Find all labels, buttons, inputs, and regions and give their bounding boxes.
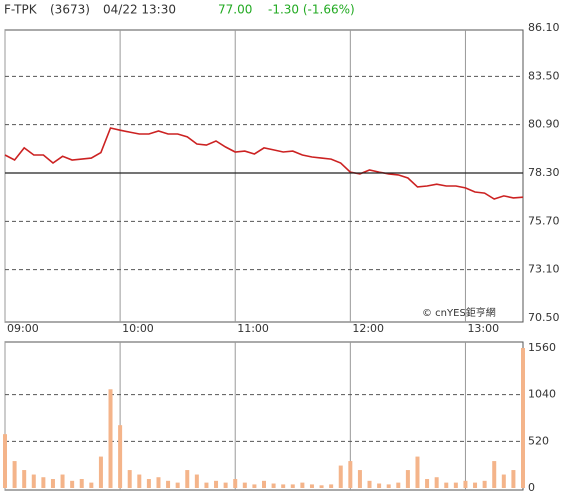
volume-bar <box>22 470 27 488</box>
volume-bar <box>463 480 468 488</box>
volume-bar <box>511 470 516 488</box>
volume-bar <box>31 474 36 488</box>
y-tick-label: 1040 <box>528 388 556 401</box>
volume-bar <box>492 461 497 488</box>
volume-bar <box>425 479 430 488</box>
volume-bar <box>3 434 7 488</box>
volume-bar <box>521 348 525 488</box>
volume-bar <box>98 456 103 488</box>
volume-bar <box>281 484 286 488</box>
volume-bar <box>501 474 506 488</box>
volume-bar <box>309 484 314 488</box>
datetime: 04/22 13:30 <box>103 3 176 17</box>
volume-bar <box>271 483 276 488</box>
change: -1.30 (-1.66%) <box>268 3 355 17</box>
volume-bar <box>233 479 238 488</box>
y-tick-label: 83.50 <box>528 69 560 82</box>
volume-bar <box>127 470 132 488</box>
x-tick-label: 11:00 <box>237 322 269 335</box>
plot-frame <box>4 29 524 323</box>
watermark: © cnYES鉅亨網 <box>422 306 496 319</box>
volume-bar <box>12 461 17 488</box>
y-tick-label: 520 <box>528 434 549 447</box>
y-tick-label: 73.10 <box>528 263 560 276</box>
y-tick-label: 78.30 <box>528 166 560 179</box>
x-tick-label: 09:00 <box>7 322 39 335</box>
volume-bar <box>415 456 420 488</box>
volume-bar <box>377 483 382 488</box>
volume-bar <box>482 480 487 488</box>
volume-bar <box>146 479 151 488</box>
volume-bar <box>319 485 324 488</box>
volume-bar <box>396 482 401 488</box>
y-tick-label: 75.70 <box>528 214 560 227</box>
volume-bar <box>473 482 478 488</box>
volume-bar <box>50 479 55 488</box>
volume-bar <box>118 425 123 488</box>
price: 77.00 <box>218 3 252 17</box>
x-tick-label: 13:00 <box>467 322 499 335</box>
volume-bar <box>194 474 199 488</box>
volume-bar <box>156 477 161 488</box>
plot-frame <box>4 341 524 491</box>
code: (3673) <box>50 3 90 17</box>
volume-bar <box>137 474 142 488</box>
volume-bar <box>367 480 372 488</box>
y-tick-label: 86.10 <box>528 21 560 34</box>
y-tick-label: 0 <box>528 481 535 494</box>
volume-bar <box>70 480 75 488</box>
volume-bar <box>89 482 94 488</box>
x-tick-label: 10:00 <box>122 322 154 335</box>
volume-bar <box>386 484 391 488</box>
volume-bar <box>204 482 209 488</box>
volume-bar <box>444 482 449 488</box>
symbol: F-TPK <box>4 3 38 17</box>
volume-bar <box>242 482 247 488</box>
volume-bar <box>357 470 362 488</box>
volume-bar <box>252 484 257 488</box>
volume-bar <box>108 389 113 488</box>
volume-bar <box>223 482 228 488</box>
volume-bar <box>434 477 439 488</box>
volume-bar <box>338 465 343 488</box>
volume-bar <box>175 482 180 488</box>
volume-bar <box>329 484 334 488</box>
volume-bar <box>348 461 353 488</box>
volume-bar <box>405 470 410 488</box>
volume-bar <box>300 482 305 488</box>
volume-bar <box>262 480 266 488</box>
x-tick-label: 12:00 <box>352 322 384 335</box>
volume-bar <box>41 477 46 488</box>
volume-bar <box>453 482 458 488</box>
volume-bar <box>60 474 65 488</box>
y-tick-label: 70.50 <box>528 311 560 324</box>
volume-bar <box>290 484 295 488</box>
y-tick-label: 80.90 <box>528 118 560 131</box>
volume-bar <box>185 470 190 488</box>
volume-bar <box>214 480 219 488</box>
volume-bar <box>166 480 171 488</box>
volume-bar <box>79 479 84 488</box>
price-line <box>4 127 524 200</box>
y-tick-label: 1560 <box>528 341 556 354</box>
